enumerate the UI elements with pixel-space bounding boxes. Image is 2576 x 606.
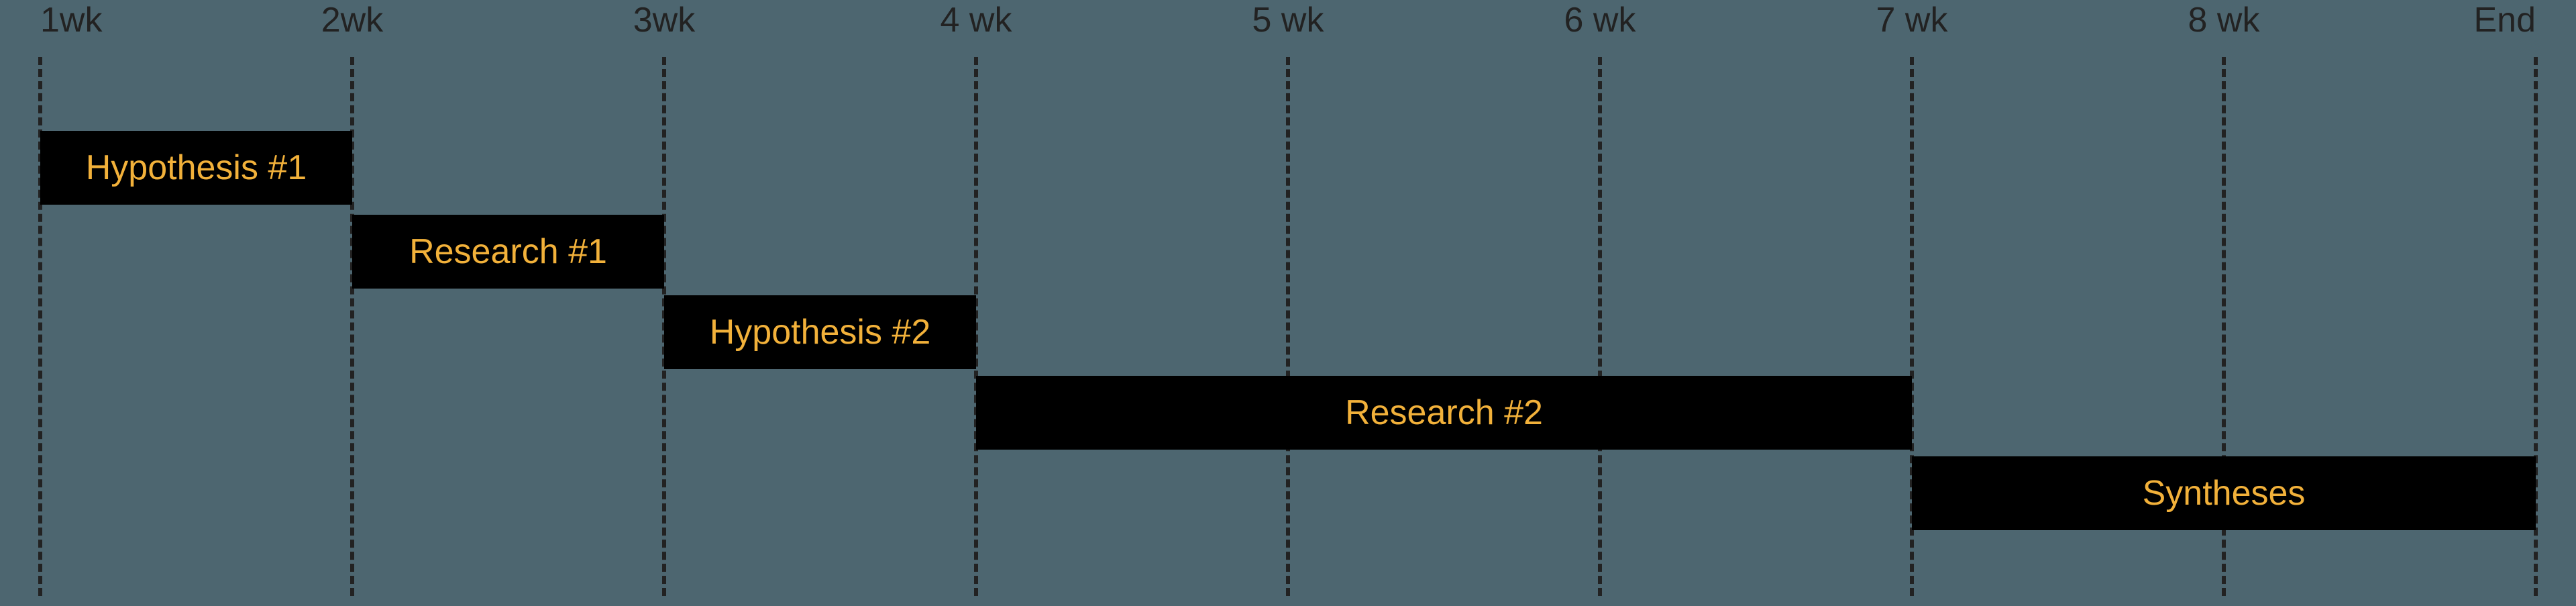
gantt-bar-label: Syntheses [2143,473,2306,513]
gantt-bar-label: Research #2 [1345,393,1543,433]
gantt-bar-label: Research #1 [409,232,607,272]
gantt-bar-2: Hypothesis #2 [664,295,976,369]
gantt-bar-1: Research #1 [352,215,664,289]
axis-label-6: 7 wk [1876,0,1948,40]
gantt-bar-0: Hypothesis #1 [40,131,352,205]
axis-label-7: 8 wk [2188,0,2260,40]
gantt-chart: 1wk 2wk 3wk 4 wk 5 wk 6 wk 7 wk 8 wk End Hypothes… [0,0,2576,606]
gantt-bar-label: Hypothesis #2 [710,312,931,352]
gridline-5 [1598,57,1602,596]
gantt-bar-3: Research #2 [976,376,1912,450]
axis-label-4: 5 wk [1252,0,1324,40]
gantt-bar-4: Syntheses [1912,456,2536,530]
axis-label-3: 4 wk [941,0,1012,40]
axis-label-0: 1wk [40,0,102,40]
axis-label-8: End [2473,0,2536,40]
gantt-bar-label: Hypothesis #1 [86,148,307,188]
axis-label-2: 3wk [633,0,695,40]
gridline-4 [1286,57,1290,596]
axis-label-5: 6 wk [1564,0,1636,40]
axis-label-1: 2wk [321,0,383,40]
